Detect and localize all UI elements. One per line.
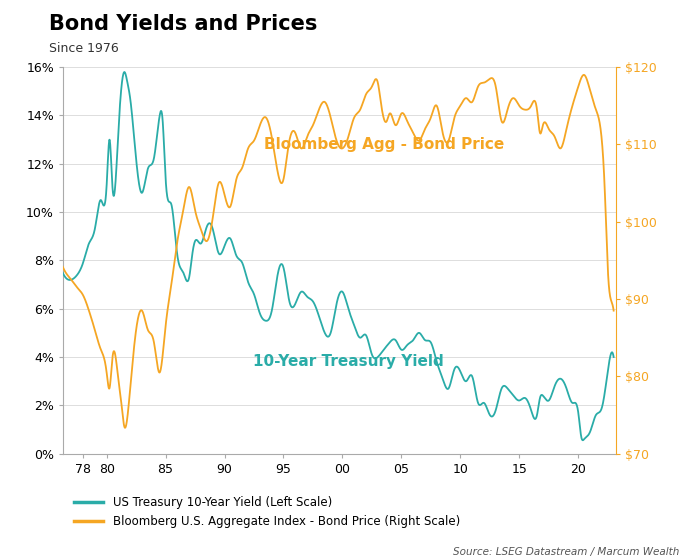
Text: Bond Yields and Prices: Bond Yields and Prices (49, 14, 317, 34)
Text: Bloomberg Agg - Bond Price: Bloomberg Agg - Bond Price (264, 137, 504, 152)
Text: Source: LSEG Datastream / Marcum Wealth: Source: LSEG Datastream / Marcum Wealth (453, 547, 679, 557)
Text: Since 1976: Since 1976 (49, 42, 119, 55)
Text: 10-Year Treasury Yield: 10-Year Treasury Yield (253, 354, 444, 370)
Legend: US Treasury 10-Year Yield (Left Scale), Bloomberg U.S. Aggregate Index - Bond Pr: US Treasury 10-Year Yield (Left Scale), … (69, 491, 465, 533)
